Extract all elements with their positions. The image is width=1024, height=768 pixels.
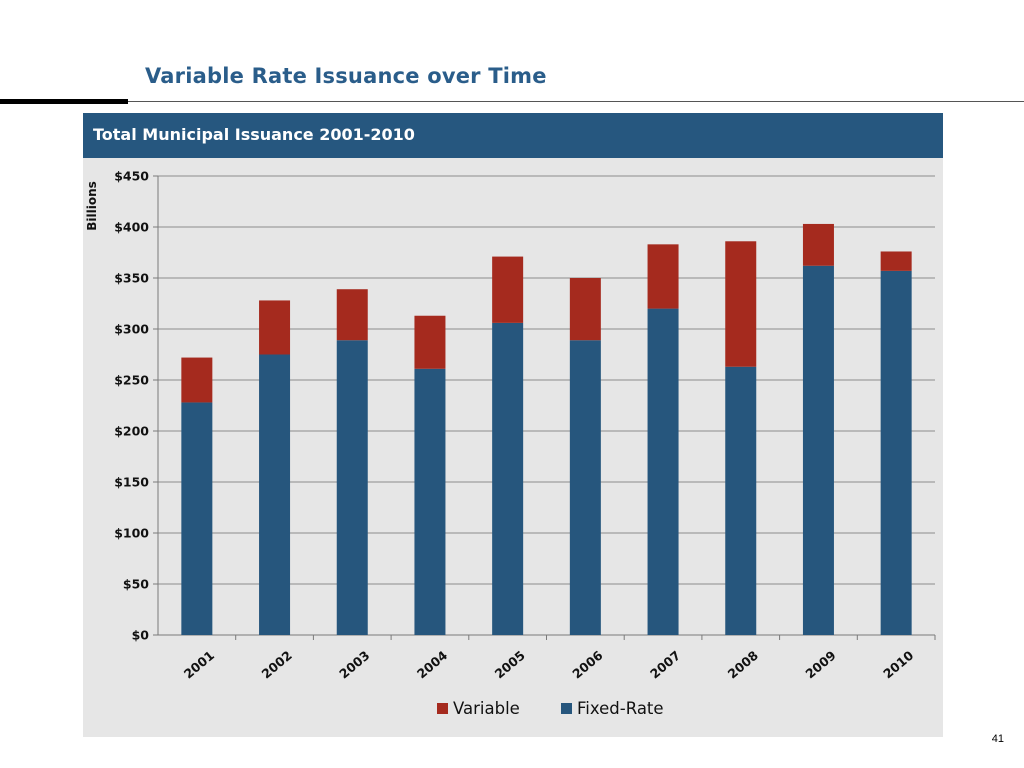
bar-fixed-rate xyxy=(880,270,912,635)
y-tick-label: $50 xyxy=(123,577,149,592)
y-tick-label: $450 xyxy=(114,169,149,184)
x-tick-label: 2010 xyxy=(880,647,917,681)
bar-fixed-rate xyxy=(336,340,368,635)
x-tick-label: 2008 xyxy=(725,648,761,682)
bar-fixed-rate xyxy=(259,354,291,635)
x-tick-label: 2001 xyxy=(181,648,217,682)
y-tick-label: $300 xyxy=(114,322,149,337)
legend-label: Variable xyxy=(453,699,520,718)
bar-fixed-rate xyxy=(492,322,524,635)
bar-fixed-rate xyxy=(569,340,601,635)
bar-variable xyxy=(880,251,912,271)
bar-variable xyxy=(725,241,757,367)
slide-title: Variable Rate Issuance over Time xyxy=(145,64,547,88)
title-rule xyxy=(128,101,1024,102)
x-tick-label: 2005 xyxy=(492,648,528,682)
bar-fixed-rate xyxy=(802,265,834,635)
bar-variable xyxy=(181,357,213,403)
bar-variable xyxy=(569,278,601,341)
y-axis-label: Billions xyxy=(85,181,99,231)
y-tick-label: $250 xyxy=(114,373,149,388)
stacked-bar-chart: $0 $50 $100 $150 $200 $250 $300 $350 $400 $450 Bil… xyxy=(85,169,936,718)
bar-fixed-rate xyxy=(725,366,757,635)
bar-variable xyxy=(336,289,368,341)
legend-swatch xyxy=(437,703,448,714)
bar-fixed-rate xyxy=(181,402,213,635)
x-tick-label: 2009 xyxy=(802,648,838,682)
panel-header-title: Total Municipal Issuance 2001-2010 xyxy=(93,125,415,144)
bar-variable xyxy=(259,300,291,355)
page-number: 41 xyxy=(991,733,1004,745)
x-tick-label: 2004 xyxy=(414,647,451,681)
x-tick-label: 2006 xyxy=(569,647,606,681)
legend-swatch xyxy=(561,703,572,714)
x-tick-label: 2007 xyxy=(647,648,683,682)
bar-variable xyxy=(492,256,524,323)
bar-variable xyxy=(802,223,834,266)
chart-panel: Total Municipal Issuance 2001-2010 $0 $50… xyxy=(83,113,943,737)
x-tick-label: 2002 xyxy=(259,648,295,682)
panel-header: Total Municipal Issuance 2001-2010 xyxy=(83,113,943,158)
bar-variable xyxy=(647,244,679,309)
y-tick-label: $350 xyxy=(114,271,149,286)
legend-label: Fixed-Rate xyxy=(577,699,664,718)
bar-variable xyxy=(414,315,446,369)
x-tick-label: 2003 xyxy=(336,648,372,682)
bar-fixed-rate xyxy=(647,308,679,635)
y-tick-label: $100 xyxy=(114,526,149,541)
y-tick-label: $200 xyxy=(114,424,149,439)
bar-fixed-rate xyxy=(414,368,446,635)
title-rule-accent xyxy=(0,99,128,104)
y-tick-label: $150 xyxy=(114,475,149,490)
y-tick-label: $0 xyxy=(132,628,150,643)
y-tick-label: $400 xyxy=(114,220,149,235)
